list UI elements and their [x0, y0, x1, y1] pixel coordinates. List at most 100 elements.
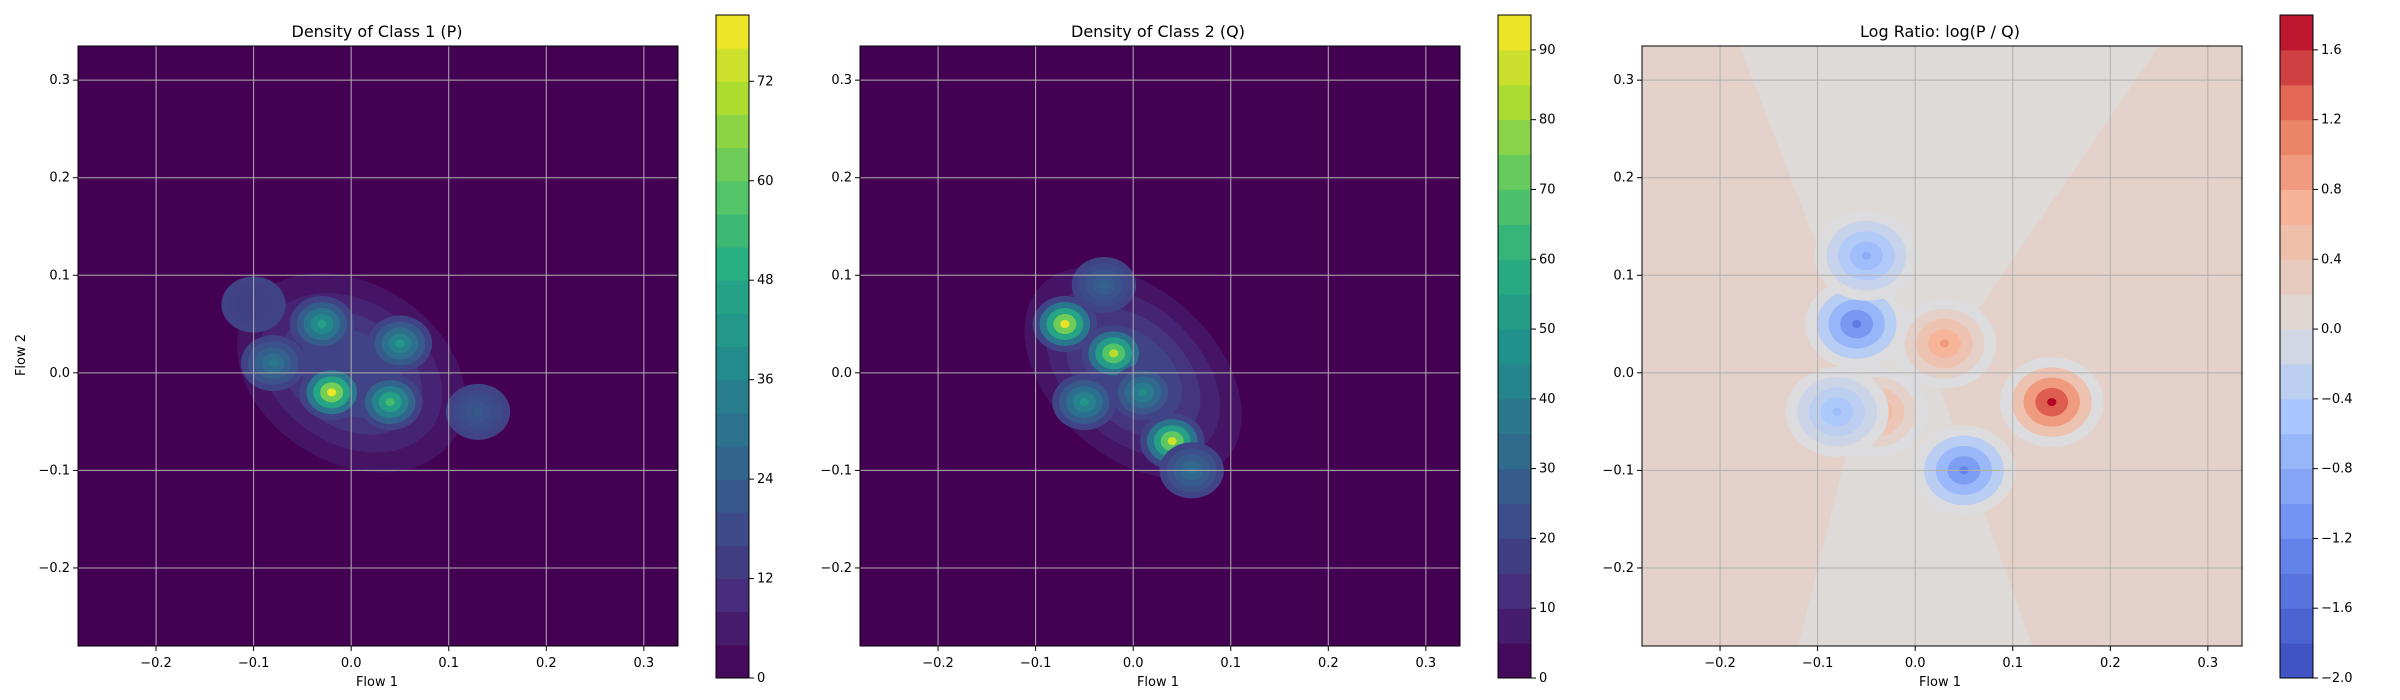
colorbar-band [1498, 49, 1531, 86]
plot-frame [77, 45, 679, 647]
colorbar-tick-label: 1.2 [2321, 113, 2342, 128]
colorbar-band [1498, 154, 1531, 190]
colorbar-band [716, 147, 749, 182]
x-axis-label: Flow 1 [1919, 675, 1961, 690]
colorbar-tick-label: −2.0 [2321, 671, 2353, 686]
peak-contour [317, 320, 327, 329]
colorbar-tick-label: 48 [757, 273, 774, 288]
colorbar-band [1498, 189, 1531, 225]
colorbar-band [1498, 363, 1531, 400]
peak-contour [1138, 388, 1148, 397]
colorbar-band [2280, 15, 2313, 51]
colorbar-tick-label: −0.8 [2321, 462, 2353, 477]
colorbar-tick-label: 40 [1539, 392, 1556, 407]
colorbar-tick-label: 60 [757, 174, 774, 189]
colorbar-tick-label: 0.8 [2321, 182, 2342, 197]
x-tick-label: 0.2 [536, 656, 557, 671]
y-tick-label: −0.1 [1602, 463, 1634, 478]
colorbar: 0 10 20 30 40 50 60 70 80 90 [1497, 14, 1556, 686]
density-q-panel: Density of Class 2 (Q) −0.2 −0.1 0.0 0.1 0.2… [820, 14, 1556, 690]
y-tick-label: 0.3 [1613, 73, 1634, 88]
colorbar-band [2280, 294, 2313, 330]
colorbar-tick-label: 20 [1539, 531, 1556, 546]
plot-area: −0.2 −0.1 0.0 0.1 0.2 0.3 −0.2 −0.1 0.0 0.1 0.2 0.3 [1602, 45, 2243, 671]
colorbar-band [2280, 643, 2313, 679]
colorbar-band [2280, 608, 2313, 644]
colorbar-band [2280, 154, 2313, 190]
y-tick-label: −0.2 [1602, 561, 1634, 576]
peak-contour [395, 339, 405, 348]
colorbar-band [716, 15, 749, 49]
y-tick-label: 0.3 [831, 73, 852, 88]
y-tick-label: 0.0 [831, 366, 852, 381]
colorbar-tick-label: −0.4 [2321, 392, 2353, 407]
colorbar-band [1498, 294, 1531, 330]
y-tick-label: 0.1 [831, 268, 852, 283]
colorbar-tick-label: 60 [1539, 252, 1556, 267]
colorbar-tick-label: 10 [1539, 601, 1556, 616]
y-tick-label: −0.2 [820, 561, 852, 576]
plot-frame [1641, 45, 2243, 647]
colorbar-band [1498, 329, 1531, 365]
plot-frame [859, 45, 1461, 647]
peak-contour [1060, 320, 1070, 329]
colorbar-tick-label: 30 [1539, 462, 1556, 477]
colorbar-band [716, 346, 749, 381]
colorbar-band [2280, 433, 2313, 470]
colorbar-frame [1497, 14, 1532, 679]
colorbar-tick-label: 80 [1539, 113, 1556, 128]
colorbar-frame [2279, 14, 2314, 679]
chart-title: Density of Class 2 (Q) [1071, 22, 1245, 41]
peak-contour [1939, 339, 1950, 348]
peak-contour [1852, 320, 1862, 329]
colorbar-band [1498, 433, 1531, 470]
y-tick-label: −0.1 [820, 463, 852, 478]
x-tick-label: 0.0 [1123, 656, 1144, 671]
colorbar-tick-label: 0 [757, 671, 765, 686]
colorbar-tick-label: 1.6 [2321, 43, 2342, 58]
colorbar-band [2280, 49, 2313, 86]
colorbar-band [2280, 189, 2313, 225]
colorbar-band [2280, 538, 2313, 574]
peak-contour [268, 359, 278, 368]
x-axis-label: Flow 1 [356, 675, 398, 690]
y-tick-label: 0.0 [49, 366, 70, 381]
log-ratio-panel: Log Ratio: log(P / Q) −0.2 −0.1 0.0 0.1 0.2 0… [1602, 14, 2353, 690]
colorbar-band [1498, 503, 1531, 539]
x-tick-label: 0.0 [1905, 656, 1926, 671]
x-tick-label: 0.2 [2100, 656, 2121, 671]
colorbar-tick-label: 90 [1539, 43, 1556, 58]
colorbar-band [716, 578, 749, 613]
y-tick-label: 0.2 [1613, 171, 1634, 186]
y-tick-label: −0.2 [38, 561, 70, 576]
chart-title: Density of Class 1 (P) [292, 22, 463, 41]
peak-contour [1167, 437, 1177, 446]
colorbar: 0 12 24 36 48 60 72 [715, 14, 774, 686]
x-tick-label: 0.3 [2198, 656, 2219, 671]
colorbar-tick-label: −1.6 [2321, 601, 2353, 616]
colorbar-band [716, 479, 749, 513]
colorbar-band [2280, 224, 2313, 260]
colorbar-band [2280, 573, 2313, 609]
plot-area: −0.2 −0.1 0.0 0.1 0.2 0.3 −0.2 −0.1 0.0 0.1 0.2 0.3 [38, 45, 679, 671]
x-tick-label: 0.3 [1416, 656, 1437, 671]
y-tick-label: 0.2 [831, 171, 852, 186]
colorbar-tick-label: 0.4 [2321, 252, 2342, 267]
x-tick-label: 0.0 [341, 656, 362, 671]
colorbar-band [2280, 259, 2313, 295]
x-axis-label: Flow 1 [1137, 675, 1179, 690]
peak-contour [1861, 251, 1871, 260]
y-axis-label: Flow 2 [14, 334, 29, 376]
colorbar-band [1498, 573, 1531, 609]
colorbar-band [1498, 119, 1531, 156]
x-tick-label: 0.2 [1318, 656, 1339, 671]
peak-contour [2047, 398, 2057, 407]
peak-contour [473, 407, 483, 416]
x-tick-label: −0.1 [1020, 656, 1052, 671]
colorbar-tick-label: 0.0 [2321, 322, 2342, 337]
colorbar-band [1498, 224, 1531, 260]
colorbar-band [716, 412, 749, 447]
colorbar-frame [715, 14, 750, 679]
colorbar-band [716, 545, 749, 580]
